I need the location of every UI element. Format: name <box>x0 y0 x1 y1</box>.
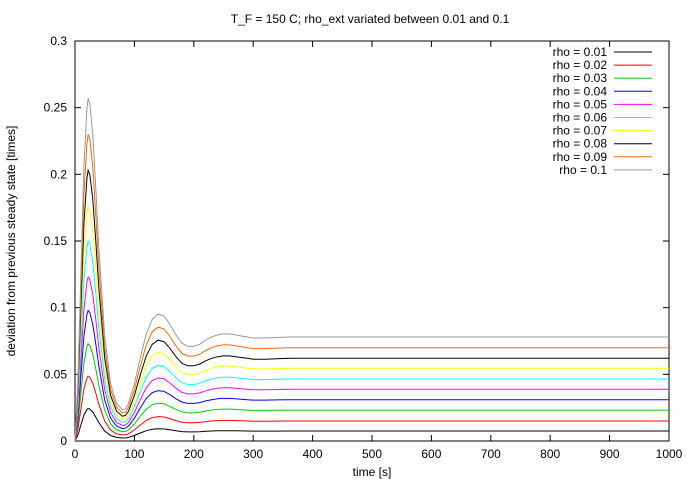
y-tick-label: 0.2 <box>50 167 67 181</box>
series-line <box>74 342 669 442</box>
series-line <box>74 98 669 442</box>
x-axis: 0 100 200 300 400 500 600 700 800 900 1000 <box>72 41 683 461</box>
y-tick-label: 0.05 <box>44 367 68 381</box>
series-line <box>74 239 669 442</box>
series-line <box>74 375 669 442</box>
x-axis-label: time [s] <box>353 465 392 479</box>
legend-entry: rho = 0.08 <box>553 137 608 151</box>
series-line <box>74 408 669 442</box>
x-tick-label: 800 <box>540 447 560 461</box>
series-line <box>74 309 669 442</box>
y-tick-label: 0 <box>60 434 67 448</box>
x-tick-label: 500 <box>362 447 382 461</box>
legend-entry: rho = 0.07 <box>553 124 608 138</box>
x-tick-label: 100 <box>124 447 144 461</box>
x-tick-label: 1000 <box>656 447 683 461</box>
x-tick-label: 700 <box>481 447 501 461</box>
series-lines <box>74 98 669 442</box>
x-tick-label: 300 <box>243 447 263 461</box>
legend-entry: rho = 0.04 <box>553 84 608 98</box>
legend-entry: rho = 0.06 <box>553 111 608 125</box>
series-line <box>74 168 669 442</box>
legend-entry: rho = 0.01 <box>553 45 608 59</box>
y-tick-label: 0.15 <box>44 234 68 248</box>
y-axis-label: deviation from previous steady state [ti… <box>4 126 18 357</box>
x-tick-label: 200 <box>184 447 204 461</box>
x-tick-label: 900 <box>600 447 620 461</box>
legend-entry: rho = 0.05 <box>553 97 608 111</box>
series-line <box>74 204 669 442</box>
x-tick-label: 400 <box>303 447 323 461</box>
chart-title: T_F = 150 C; rho_ext variated between 0.… <box>231 12 510 26</box>
y-axis: 0 0.05 0.1 0.15 0.2 0.25 0.3 <box>44 34 669 448</box>
series-line <box>74 134 669 442</box>
legend-entry: rho = 0.02 <box>553 58 608 72</box>
y-tick-label: 0.3 <box>50 34 67 48</box>
legend-entry: rho = 0.09 <box>553 150 608 164</box>
x-tick-label: 600 <box>421 447 441 461</box>
series-line <box>74 275 669 442</box>
x-tick-label: 0 <box>72 447 79 461</box>
legend-entry: rho = 0.1 <box>559 163 607 177</box>
y-tick-label: 0.1 <box>50 301 67 315</box>
y-tick-label: 0.25 <box>44 101 68 115</box>
legend-entry: rho = 0.03 <box>553 71 608 85</box>
